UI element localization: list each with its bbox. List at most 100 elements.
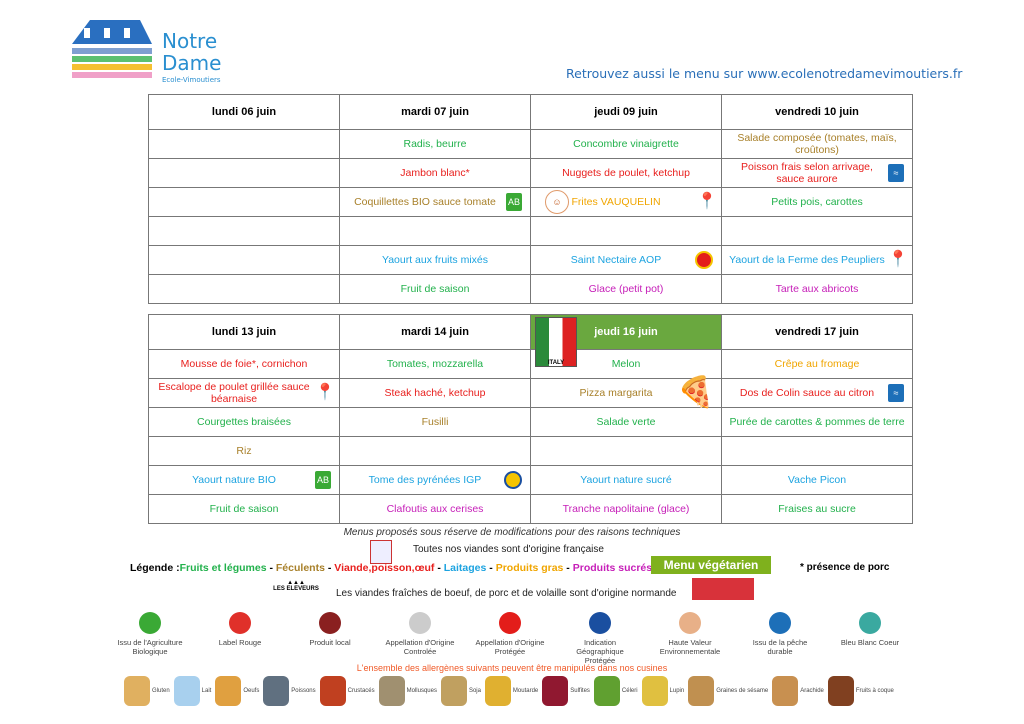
igp-icon [504,471,522,489]
menu-row [148,216,913,246]
ab-bio-icon: AB [506,193,522,211]
allergen: Moutarde [484,676,538,706]
dish-name: Mousse de foie*, cornichon [180,358,308,370]
menu-table-week-2: lundi 13 juin mardi 14 juin jeudi 16 juin I… [148,314,913,524]
menu-cell: Jambon blanc* [339,158,531,188]
allergen-image-icon [593,676,620,706]
allergen-name: Céleri [621,688,638,694]
legend-item: Produits gras [495,562,564,574]
french-meat-note: Toutes nos viandes sont d'origine frança… [413,544,604,555]
dish-name: Nuggets de poulet, ketchup [562,167,690,179]
menu-cell: Yaourt aux fruits mixés [339,245,531,275]
day-header: vendredi 17 juin [721,314,913,350]
menu-cell: Purée de carottes & pommes de terre [721,407,913,437]
allergen-name: Lupin [669,688,685,694]
allergen: Sulfites [542,676,590,706]
allergen-image-icon [440,676,467,706]
dish-name: Tomates, mozzarella [386,358,484,370]
eleveurs-logo: ▲▲▲ LES ELEVEURS [273,580,319,592]
allergens-title: L'ensemble des allergènes suivants peuve… [356,663,668,673]
dish-name: Salade composée (tomates, maïs, croûtons… [737,132,897,156]
dish-name: Coquillettes BIO sauce tomate [354,196,496,208]
menu-cell [148,216,340,246]
day-header: lundi 06 juin [148,94,340,130]
menu-cell: Petits pois, carottes [721,187,913,217]
menu-cell [148,129,340,159]
menu-cell: Poisson frais selon arrivage, sauce auro… [721,158,913,188]
svg-text:Dame: Dame [162,51,221,75]
menu-row: Fruit de saison Clafoutis aux cerises Tran… [148,494,913,524]
dish-name: Poisson frais selon arrivage, sauce auro… [741,161,873,185]
label-text: Issu de l'Agriculture Biologique [117,638,183,656]
dish-name: Pizza margarita [579,387,653,399]
legend-item: Laitages [443,562,487,574]
menu-cell: Clafoutis aux cerises [339,494,531,524]
normandy-note: Les viandes fraîches de boeuf, de porc e… [336,588,677,599]
menu-cell: Courgettes braisées [148,407,340,437]
msc-icon: ≈ [888,384,904,402]
label-text: Appellation d'Origine Controlée [385,638,455,656]
quality-label: Produit local [290,612,370,665]
menu-row: Riz [148,436,913,466]
pin-icon: 📍 [697,193,717,210]
dish-name: Tarte aux abricots [775,283,859,295]
allergen: Oeufs [215,676,259,706]
dish-name: Tranche napolitaine (glace) [562,503,690,515]
day-header: jeudi 16 juin ITALY [530,314,722,367]
quality-label: Issu de l'Agriculture Biologique [110,612,190,665]
menu-cell [721,216,913,246]
legend-item: Féculents [275,562,325,574]
label-logo-icon [319,612,341,634]
labrousse-logo [692,578,754,600]
allergen-name: Lait [201,688,212,694]
aop-icon [695,251,713,269]
allergen-name: Oeufs [243,688,260,694]
dish-name: Crêpe au fromage [774,358,860,370]
allergen: Gluten [124,676,170,706]
label-logo-icon [499,612,521,634]
menu-cell: Nuggets de poulet, ketchup [530,158,722,188]
pin-icon: 📍 [315,384,335,401]
allergens-list: Gluten Lait Oeufs Poissons Crustacés Mollusqu… [124,676,894,706]
menu-cell: Fruit de saison [148,494,340,524]
allergen-image-icon [688,676,715,706]
allergen-image-icon [173,676,200,706]
allergen-image-icon [827,676,854,706]
menu-row: Coquillettes BIO sauce tomate AB Frites VA… [148,187,913,217]
pizza-icon: 🍕 [677,376,715,409]
quality-label: Indication Géographique Protégée [560,612,640,665]
label-logo-icon [409,612,431,634]
menu-cell: Tranche napolitaine (glace) [530,494,722,524]
quality-label: Label Rouge [200,612,280,665]
dish-name: Jambon blanc* [400,167,470,179]
allergen-name: Graines de sésame [716,688,769,694]
menu-table-week-1: lundi 06 juin mardi 07 juin jeudi 09 juin v… [148,94,913,304]
menu-cell: Glace (petit pot) [530,274,722,304]
menu-cell: Radis, beurre [339,129,531,159]
dish-name: Steak haché, ketchup [384,387,486,399]
dish-name: Frites VAUQUELIN [571,196,661,208]
legend-item: Fruits et légumes [179,562,267,574]
menu-cell: Salade verte [530,407,722,437]
day-header: mardi 14 juin [339,314,531,350]
menu-cell [530,436,722,466]
dish-name: Salade verte [596,416,656,428]
svg-text:Ecole-Vimoutiers: Ecole-Vimoutiers [162,76,221,84]
menu-cell: Concombre vinaigrette [530,129,722,159]
menu-cell [148,187,340,217]
pin-icon: 📍 [888,251,908,268]
label-text: Haute Valeur Environnementale [659,638,721,656]
label-text: Appellation d'Origine Protégée [475,638,545,656]
menu-cell: Pizza margarita 🍕 [530,376,722,409]
menu-cell: Fusilli [339,407,531,437]
label-logo-icon [139,612,161,634]
day-header: jeudi 09 juin [530,94,722,130]
allergen-name: Poissons [291,688,316,694]
menu-cell: Frites VAUQUELIN 📍 ☺ [530,187,722,217]
allergen: Mollusques [378,676,437,706]
website-note: Retrouvez aussi le menu sur www.ecolenot… [566,66,963,81]
dish-name: Saint Nectaire AOP [570,254,662,266]
allergen-image-icon [542,676,569,706]
dish-name: Concombre vinaigrette [573,138,679,150]
menu-cell: Vache Picon [721,465,913,495]
